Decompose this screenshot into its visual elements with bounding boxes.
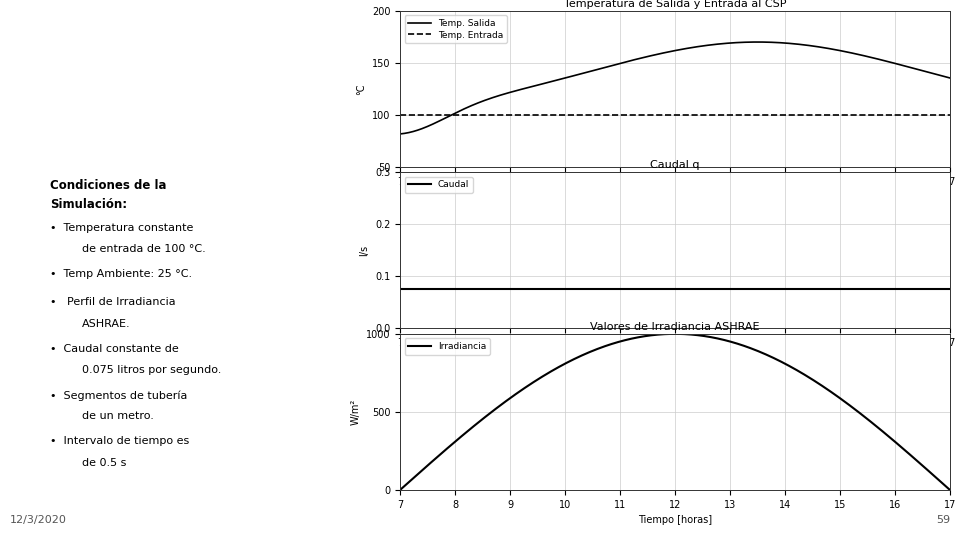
Text: de un metro.: de un metro. [83, 411, 154, 421]
Text: 0.075 litros por segundo.: 0.075 litros por segundo. [83, 365, 222, 375]
Text: ASHRAE.: ASHRAE. [83, 319, 131, 328]
Irradiancia [723, 338, 734, 345]
Text: de 0.5 s: de 0.5 s [83, 457, 127, 468]
X-axis label: Tiempo [horas]: Tiempo [horas] [638, 354, 712, 364]
Y-axis label: l/s: l/s [359, 245, 370, 256]
Caudal [945, 286, 956, 293]
Caudal [722, 286, 733, 293]
Caudal [692, 286, 704, 293]
Text: •  Intervalo de tiempo es: • Intervalo de tiempo es [50, 436, 189, 447]
Temp. Salida [846, 50, 857, 56]
Text: Simulación:: Simulación: [50, 198, 128, 211]
Title: Temperatura de Salida y Entrada al CSP: Temperatura de Salida y Entrada al CSP [564, 0, 786, 9]
Temp. Entrada [656, 112, 667, 118]
Text: Distribuidos: Distribuidos [27, 104, 160, 123]
Temp. Entrada [931, 112, 943, 118]
Text: Condiciones de la: Condiciones de la [50, 179, 167, 192]
Irradiancia [693, 332, 705, 339]
Irradiancia [395, 487, 406, 493]
Legend: Temp. Salida, Temp. Entrada: Temp. Salida, Temp. Entrada [404, 15, 507, 43]
Caudal [931, 286, 943, 293]
Title: Valores de Irradiancia ASHRAE: Valores de Irradiancia ASHRAE [590, 322, 759, 332]
Irradiancia [846, 404, 857, 410]
Caudal [395, 286, 406, 293]
Text: Modelo de Parámetros: Modelo de Parámetros [27, 55, 276, 73]
X-axis label: Tiempo [horas]: Tiempo [horas] [638, 192, 712, 202]
Temp. Entrada [692, 112, 704, 118]
Temp. Salida [395, 131, 406, 137]
Text: •  Temp Ambiente: 25 °C.: • Temp Ambiente: 25 °C. [50, 269, 192, 279]
Text: de entrada de 100 °C.: de entrada de 100 °C. [83, 244, 206, 254]
Temp. Entrada [945, 112, 956, 118]
Temp. Salida [722, 40, 733, 46]
Line: Irradiancia: Irradiancia [400, 334, 950, 490]
Temp. Salida [945, 75, 956, 81]
Temp. Entrada [659, 112, 670, 118]
Caudal [656, 286, 667, 293]
Y-axis label: °C: °C [356, 83, 366, 94]
X-axis label: Tiempo [horas]: Tiempo [horas] [638, 515, 712, 525]
Text: •  Caudal constante de: • Caudal constante de [50, 344, 180, 354]
Temp. Salida [656, 50, 667, 57]
Caudal [659, 286, 670, 293]
Temp. Entrada [722, 112, 733, 118]
Irradiancia [932, 476, 944, 482]
Title: Caudal q: Caudal q [650, 160, 700, 170]
Caudal [845, 286, 856, 293]
Temp. Salida [692, 43, 704, 50]
Text: •  Temperatura constante: • Temperatura constante [50, 223, 194, 233]
Text: 59: 59 [936, 515, 950, 525]
Text: •   Perfil de Irradiancia: • Perfil de Irradiancia [50, 298, 176, 307]
Irradiancia [669, 330, 681, 337]
Temp. Salida [659, 50, 670, 56]
Temp. Entrada [845, 112, 856, 118]
Temp. Salida [752, 39, 763, 45]
Text: 12/3/2020: 12/3/2020 [10, 515, 66, 525]
Temp. Salida [932, 72, 944, 78]
Y-axis label: W/m²: W/m² [350, 399, 360, 425]
Line: Temp. Salida: Temp. Salida [400, 42, 950, 134]
Irradiancia [945, 487, 956, 493]
Legend: Caudal: Caudal [404, 177, 473, 193]
Legend: Irradiancia: Irradiancia [404, 339, 490, 355]
Text: •  Segmentos de tubería: • Segmentos de tubería [50, 390, 187, 401]
Irradiancia [656, 331, 667, 338]
Irradiancia [659, 331, 670, 338]
Temp. Entrada [395, 112, 406, 118]
